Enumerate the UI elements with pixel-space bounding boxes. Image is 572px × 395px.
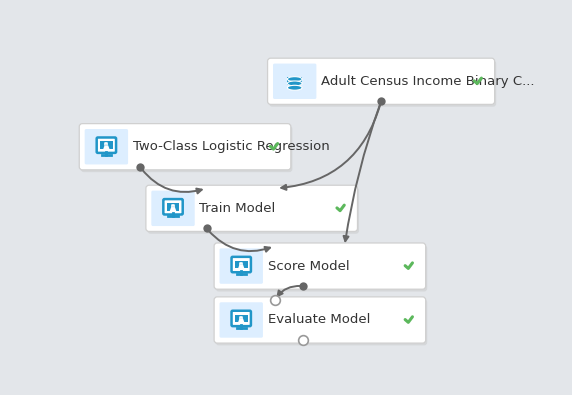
Ellipse shape xyxy=(287,81,302,86)
FancyBboxPatch shape xyxy=(152,191,194,226)
FancyBboxPatch shape xyxy=(232,311,251,326)
Polygon shape xyxy=(170,207,176,211)
Polygon shape xyxy=(238,265,245,269)
FancyBboxPatch shape xyxy=(146,185,358,231)
FancyArrowPatch shape xyxy=(277,286,301,296)
Bar xyxy=(100,141,113,149)
Text: Evaluate Model: Evaluate Model xyxy=(268,314,370,327)
FancyBboxPatch shape xyxy=(269,60,496,107)
Bar xyxy=(235,314,248,322)
FancyBboxPatch shape xyxy=(232,257,251,272)
Text: Train Model: Train Model xyxy=(200,202,276,215)
FancyBboxPatch shape xyxy=(80,124,291,170)
FancyArrowPatch shape xyxy=(281,104,380,190)
Text: Adult Census Income Binary C...: Adult Census Income Binary C... xyxy=(321,75,535,88)
Bar xyxy=(287,81,302,85)
Text: Two-Class Logistic Regression: Two-Class Logistic Regression xyxy=(133,140,329,153)
Polygon shape xyxy=(103,145,110,150)
FancyBboxPatch shape xyxy=(85,129,128,164)
Polygon shape xyxy=(238,319,245,323)
Bar xyxy=(166,203,180,211)
FancyBboxPatch shape xyxy=(216,299,427,345)
Ellipse shape xyxy=(287,77,302,82)
FancyBboxPatch shape xyxy=(216,245,427,292)
FancyArrowPatch shape xyxy=(208,230,270,252)
Ellipse shape xyxy=(287,85,302,90)
FancyBboxPatch shape xyxy=(164,199,182,214)
FancyBboxPatch shape xyxy=(81,126,292,172)
FancyBboxPatch shape xyxy=(214,243,426,289)
FancyBboxPatch shape xyxy=(97,137,116,153)
Text: Score Model: Score Model xyxy=(268,260,349,273)
Bar xyxy=(235,261,248,269)
FancyArrowPatch shape xyxy=(344,104,380,241)
Bar xyxy=(287,77,302,81)
FancyBboxPatch shape xyxy=(273,64,316,99)
FancyArrowPatch shape xyxy=(141,169,202,194)
FancyBboxPatch shape xyxy=(220,248,263,284)
FancyBboxPatch shape xyxy=(220,302,263,338)
FancyBboxPatch shape xyxy=(148,188,359,234)
FancyBboxPatch shape xyxy=(214,297,426,343)
FancyBboxPatch shape xyxy=(268,58,495,104)
